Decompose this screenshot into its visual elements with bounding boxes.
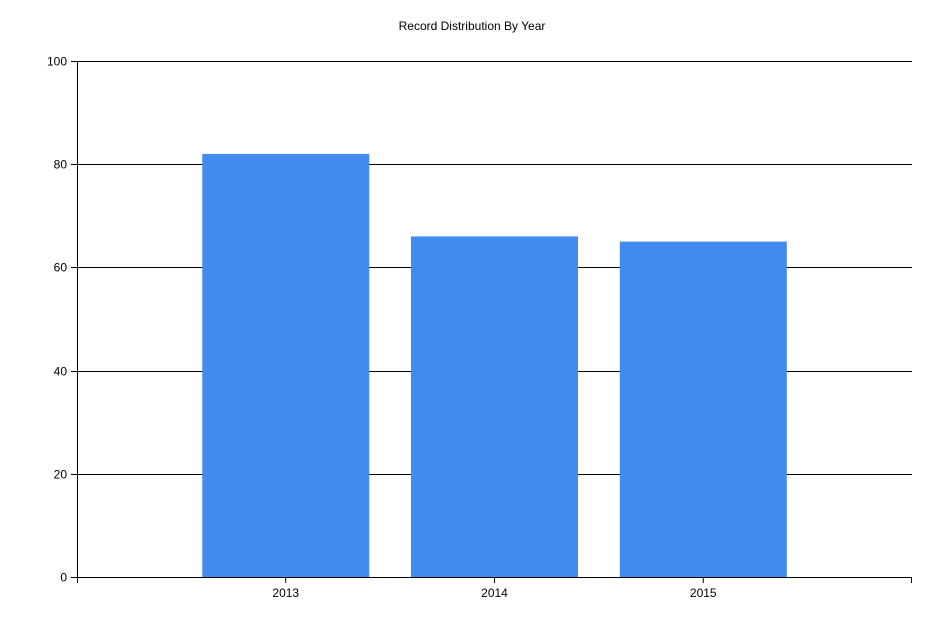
y-tick-label: 60 — [54, 261, 68, 275]
y-tick-label: 0 — [60, 571, 67, 585]
bars — [202, 153, 787, 577]
bar-2015 — [619, 241, 787, 577]
bar-2014 — [411, 236, 578, 577]
y-tick-label: 80 — [54, 158, 68, 172]
x-tick-labels: 2013 2014 2015 — [272, 586, 717, 600]
x-tick-label: 2013 — [272, 586, 299, 600]
chart-title: Record Distribution By Year — [399, 19, 546, 33]
y-tick-label: 40 — [54, 365, 68, 379]
y-tick-labels: 0 20 40 60 80 100 — [47, 55, 67, 585]
x-tick-label: 2015 — [690, 586, 717, 600]
y-tick-label: 20 — [54, 468, 68, 482]
bar-2013 — [202, 153, 370, 577]
axes — [71, 61, 912, 583]
x-tick-label: 2014 — [481, 586, 508, 600]
y-tick-label: 100 — [47, 55, 67, 69]
